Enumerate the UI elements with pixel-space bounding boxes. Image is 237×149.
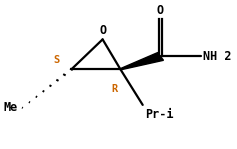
Text: S: S bbox=[54, 55, 60, 65]
Text: R: R bbox=[112, 84, 118, 94]
Polygon shape bbox=[120, 53, 164, 70]
Text: O: O bbox=[99, 24, 106, 37]
Text: NH 2: NH 2 bbox=[203, 50, 231, 63]
Text: Me: Me bbox=[4, 101, 18, 114]
Text: O: O bbox=[157, 4, 164, 17]
Text: Pr-i: Pr-i bbox=[145, 108, 173, 121]
